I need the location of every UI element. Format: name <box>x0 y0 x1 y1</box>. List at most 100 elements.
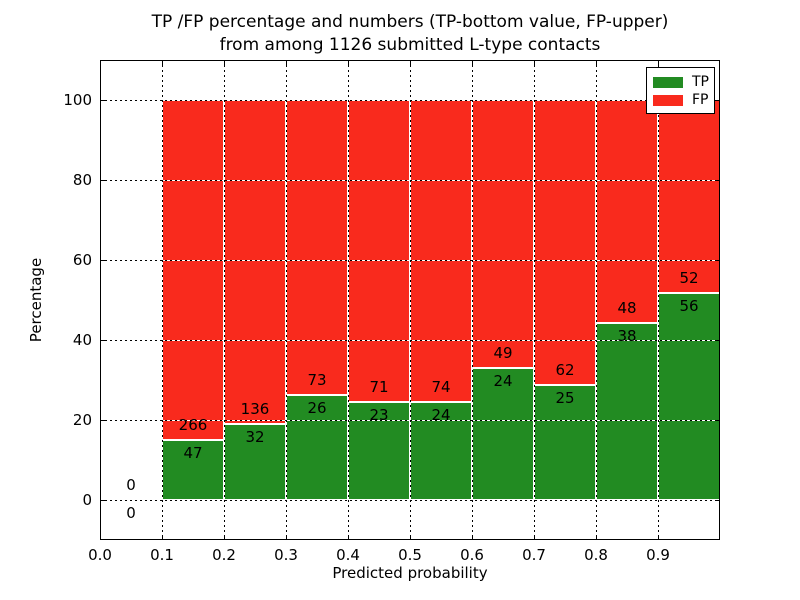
legend-label-fp: FP <box>692 92 709 108</box>
legend-label-tp: TP <box>692 74 709 90</box>
y-tick-mark <box>715 500 720 501</box>
bar-segment-fp <box>162 100 224 440</box>
y-tick-mark <box>100 260 105 261</box>
bar-segment-fp <box>286 100 348 395</box>
y-tick-mark <box>715 420 720 421</box>
gridline-vertical <box>162 60 163 540</box>
bar-segment-tp <box>472 368 534 500</box>
y-tick-mark <box>100 180 105 181</box>
y-tick-label: 60 <box>72 251 92 269</box>
x-tick-mark <box>100 60 101 65</box>
x-tick-mark <box>224 60 225 65</box>
legend-item-fp: FP <box>653 91 709 109</box>
tp-count-label: 56 <box>679 296 699 315</box>
x-tick-mark <box>472 535 473 540</box>
x-tick-label: 0.0 <box>88 546 112 564</box>
tp-count-label: 38 <box>617 327 637 346</box>
y-tick-label: 20 <box>72 411 92 429</box>
bar-segment-fp <box>348 100 410 403</box>
x-tick-label: 0.5 <box>398 546 422 564</box>
tp-count-label: 25 <box>555 389 575 408</box>
fp-count-label: 136 <box>240 399 270 418</box>
chart-title-line1: TP /FP percentage and numbers (TP-bottom… <box>151 12 669 32</box>
tp-count-label: 32 <box>245 427 265 446</box>
bar-segment-fp <box>472 100 534 369</box>
x-tick-mark <box>658 535 659 540</box>
bar-segment-fp <box>596 100 658 324</box>
tp-color-swatch <box>653 76 683 88</box>
y-tick-mark <box>715 100 720 101</box>
tp-count-label: 24 <box>493 372 513 391</box>
y-tick-mark <box>100 100 105 101</box>
tp-count-label: 47 <box>183 443 203 462</box>
fp-count-label: 71 <box>369 378 389 397</box>
x-tick-mark <box>596 60 597 65</box>
gridline-vertical <box>596 60 597 540</box>
y-tick-mark <box>715 180 720 181</box>
x-tick-mark <box>596 535 597 540</box>
gridline-vertical <box>224 60 225 540</box>
x-tick-mark <box>224 535 225 540</box>
fp-count-label: 266 <box>178 415 208 434</box>
legend-item-tp: TP <box>653 73 709 91</box>
x-tick-label: 0.4 <box>336 546 360 564</box>
x-tick-mark <box>286 60 287 65</box>
fp-count-label: 62 <box>555 361 575 380</box>
x-tick-mark <box>534 60 535 65</box>
tp-count-label: 0 <box>126 504 136 522</box>
gridline-vertical <box>658 60 659 540</box>
fp-color-swatch <box>653 94 683 106</box>
fp-count-label: 73 <box>307 370 327 389</box>
gridline-vertical <box>534 60 535 540</box>
bar-segment-fp <box>534 100 596 386</box>
x-tick-mark <box>472 60 473 65</box>
y-tick-mark <box>100 500 105 501</box>
bar-segment-tp <box>410 402 472 500</box>
y-tick-mark <box>100 340 105 341</box>
fp-count-label: 49 <box>493 344 513 363</box>
fp-count-label: 52 <box>679 268 699 287</box>
x-tick-mark <box>410 535 411 540</box>
gridline-vertical <box>286 60 287 540</box>
legend: TP FP <box>646 67 715 114</box>
chart-title-line2: from among 1126 submitted L-type contact… <box>219 35 601 55</box>
bar-segment-tp <box>534 385 596 500</box>
x-tick-mark <box>410 60 411 65</box>
gridline-vertical <box>348 60 349 540</box>
gridline-vertical <box>472 60 473 540</box>
fp-count-label: 48 <box>617 299 637 318</box>
tp-count-label: 24 <box>431 406 451 425</box>
tp-count-label: 23 <box>369 406 389 425</box>
y-tick-label: 40 <box>72 331 92 349</box>
bar-segment-tp <box>286 394 348 500</box>
x-tick-label: 0.8 <box>584 546 608 564</box>
x-tick-mark <box>100 535 101 540</box>
x-axis-label: Predicted probability <box>332 564 488 582</box>
x-tick-label: 0.3 <box>274 546 298 564</box>
bar-segment-fp <box>224 100 286 424</box>
x-tick-mark <box>286 535 287 540</box>
y-tick-label: 80 <box>72 171 92 189</box>
y-tick-mark <box>715 340 720 341</box>
bar-segment-tp <box>658 292 720 500</box>
fp-count-label: 0 <box>126 476 136 494</box>
x-tick-mark <box>162 535 163 540</box>
gridline-vertical <box>410 60 411 540</box>
x-tick-mark <box>162 60 163 65</box>
x-tick-mark <box>658 60 659 65</box>
x-tick-mark <box>348 60 349 65</box>
x-tick-mark <box>348 535 349 540</box>
x-tick-label: 0.1 <box>150 546 174 564</box>
fp-count-label: 74 <box>431 378 451 397</box>
y-tick-label: 100 <box>63 91 92 109</box>
bar-segment-fp <box>658 100 720 293</box>
y-tick-label: 0 <box>82 491 92 509</box>
x-tick-label: 0.9 <box>646 546 670 564</box>
x-tick-label: 0.7 <box>522 546 546 564</box>
tp-count-label: 26 <box>307 398 327 417</box>
y-tick-mark <box>100 420 105 421</box>
x-tick-label: 0.2 <box>212 546 236 564</box>
x-tick-label: 0.6 <box>460 546 484 564</box>
